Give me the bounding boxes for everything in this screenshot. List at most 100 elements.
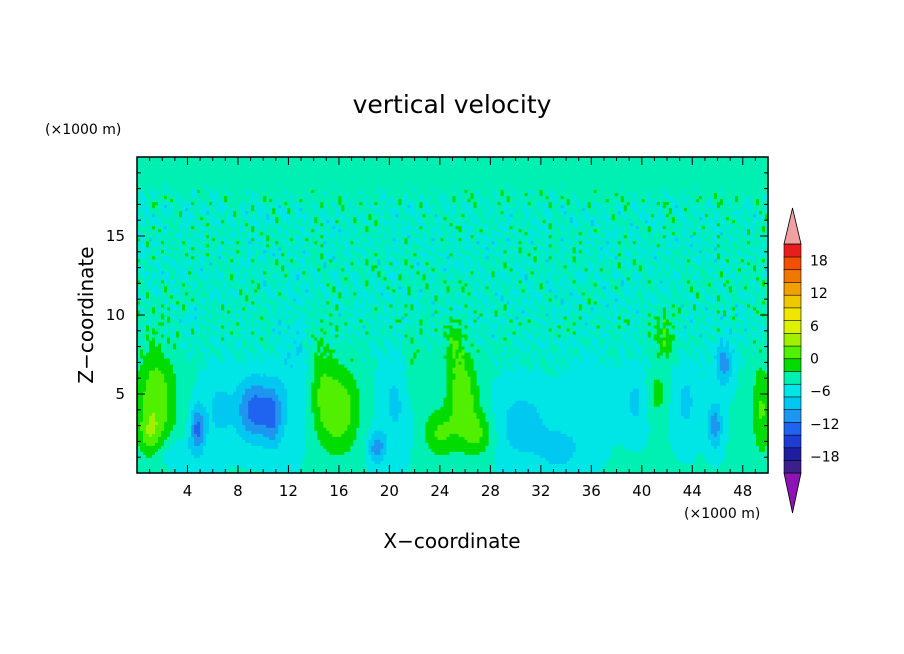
field-cell [314, 211, 318, 215]
field-cell [368, 214, 372, 218]
field-cell [614, 166, 619, 170]
field-cell [197, 214, 201, 218]
field-cell [587, 211, 592, 215]
field-cell [392, 190, 396, 194]
field-cell [668, 181, 673, 185]
field-cell [765, 190, 769, 194]
field-cell [266, 175, 270, 179]
field-cell [710, 211, 715, 215]
field-cell [398, 178, 403, 182]
field-cell [425, 211, 430, 215]
field-cell [560, 166, 565, 170]
field-cell [152, 169, 156, 173]
field-cell [707, 169, 712, 173]
field-cell [239, 172, 243, 176]
field-cell [620, 157, 625, 161]
field-cell [173, 172, 177, 176]
field-cell [374, 172, 378, 176]
field-cell [548, 172, 553, 176]
field-cell [293, 166, 297, 170]
field-cell [173, 178, 177, 182]
field-cell [170, 202, 174, 206]
field-cell [765, 172, 769, 176]
field-cell [476, 163, 481, 167]
field-cell [605, 181, 610, 185]
field-cell [191, 181, 195, 185]
field-cell [329, 172, 333, 176]
field-cell [143, 193, 147, 197]
field-cell [566, 181, 571, 185]
field-cell [260, 187, 264, 191]
field-cell [179, 184, 183, 188]
field-cell [191, 211, 195, 215]
field-cell [347, 169, 351, 173]
field-cell [182, 211, 186, 215]
field-cell [602, 196, 607, 200]
field-cell [752, 190, 757, 194]
field-cell [296, 169, 300, 173]
field-cell [146, 157, 150, 161]
field-cell [266, 196, 270, 200]
field-cell [206, 214, 210, 218]
field-cell [554, 175, 559, 179]
field-cell [377, 196, 381, 200]
field-cell [182, 181, 186, 185]
field-cell [464, 193, 469, 197]
field-cell [287, 193, 291, 197]
field-cell [287, 169, 291, 173]
field-cell [347, 157, 351, 161]
field-cell [305, 166, 309, 170]
field-cell [563, 190, 568, 194]
field-cell [206, 187, 210, 191]
field-cell [260, 184, 264, 188]
field-cell [587, 208, 592, 212]
field-cell [461, 205, 466, 209]
field-cell [725, 193, 730, 197]
field-cell [140, 178, 144, 182]
field-cell [542, 190, 547, 194]
field-cell [431, 193, 436, 197]
field-cell [422, 202, 427, 206]
field-cell [233, 160, 237, 164]
field-cell [608, 199, 613, 203]
field-cell [575, 157, 580, 161]
field-cell [470, 205, 475, 209]
field-cell [500, 193, 505, 197]
field-cell [263, 184, 267, 188]
field-cell [191, 157, 195, 161]
field-cell [437, 163, 442, 167]
field-cell [242, 202, 246, 206]
field-cell [284, 205, 288, 209]
field-cell [365, 193, 369, 197]
field-cell [425, 196, 430, 200]
field-cell [689, 184, 694, 188]
field-cell [389, 190, 393, 194]
field-cell [494, 208, 499, 212]
field-cell [245, 187, 249, 191]
field-cell [524, 184, 529, 188]
field-cell [419, 214, 424, 218]
field-cell [452, 190, 457, 194]
field-cell [440, 178, 445, 182]
field-cell [194, 205, 198, 209]
field-cell [230, 202, 234, 206]
field-cell [668, 172, 673, 176]
field-cell [605, 166, 610, 170]
field-cell [209, 190, 213, 194]
field-cell [344, 160, 348, 164]
field-cell [743, 211, 748, 215]
field-cell [518, 190, 523, 194]
field-cell [605, 190, 610, 194]
field-cell [566, 163, 571, 167]
field-cell [758, 166, 763, 170]
field-cell [638, 193, 643, 197]
field-cell [656, 199, 661, 203]
field-cell [371, 169, 375, 173]
field-cell [614, 187, 619, 191]
field-cell [377, 157, 381, 161]
field-cell [302, 211, 306, 215]
field-cell [371, 163, 375, 167]
field-cell [155, 160, 159, 164]
field-cell [659, 157, 664, 161]
field-cell [233, 166, 237, 170]
